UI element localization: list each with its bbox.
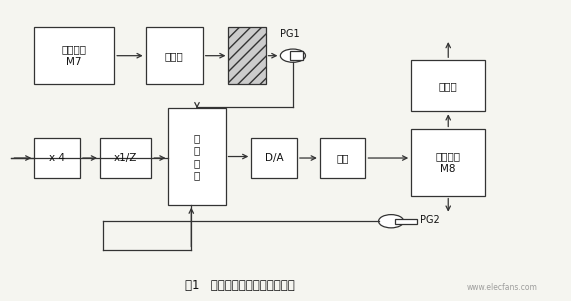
Text: D/A: D/A	[265, 153, 283, 163]
Bar	[395, 219, 417, 224]
FancyBboxPatch shape	[34, 27, 114, 84]
FancyBboxPatch shape	[411, 129, 485, 196]
FancyBboxPatch shape	[34, 138, 80, 178]
FancyBboxPatch shape	[411, 60, 485, 111]
Circle shape	[280, 49, 305, 62]
FancyBboxPatch shape	[320, 138, 365, 178]
Text: 减速器: 减速器	[165, 51, 183, 61]
Text: 减速器: 减速器	[439, 81, 457, 91]
FancyBboxPatch shape	[146, 27, 203, 84]
Text: 图1   机床电气控制系统的方框图: 图1 机床电气控制系统的方框图	[185, 279, 295, 292]
FancyBboxPatch shape	[100, 138, 151, 178]
Text: PG1: PG1	[280, 29, 300, 39]
Circle shape	[379, 215, 404, 228]
Text: x1/Z: x1/Z	[114, 153, 137, 163]
Text: 差
值
计
数: 差 值 计 数	[194, 133, 200, 180]
Bar	[290, 51, 303, 60]
FancyBboxPatch shape	[251, 138, 297, 178]
Bar	[228, 27, 266, 84]
Text: www.elecfans.com: www.elecfans.com	[467, 283, 538, 292]
FancyBboxPatch shape	[168, 108, 226, 205]
Text: 放大: 放大	[336, 153, 349, 163]
Text: PG2: PG2	[420, 215, 440, 225]
Text: x 4: x 4	[49, 153, 65, 163]
Text: 砂轮电机
M7: 砂轮电机 M7	[62, 45, 87, 67]
Text: 工件电机
M8: 工件电机 M8	[436, 151, 461, 174]
